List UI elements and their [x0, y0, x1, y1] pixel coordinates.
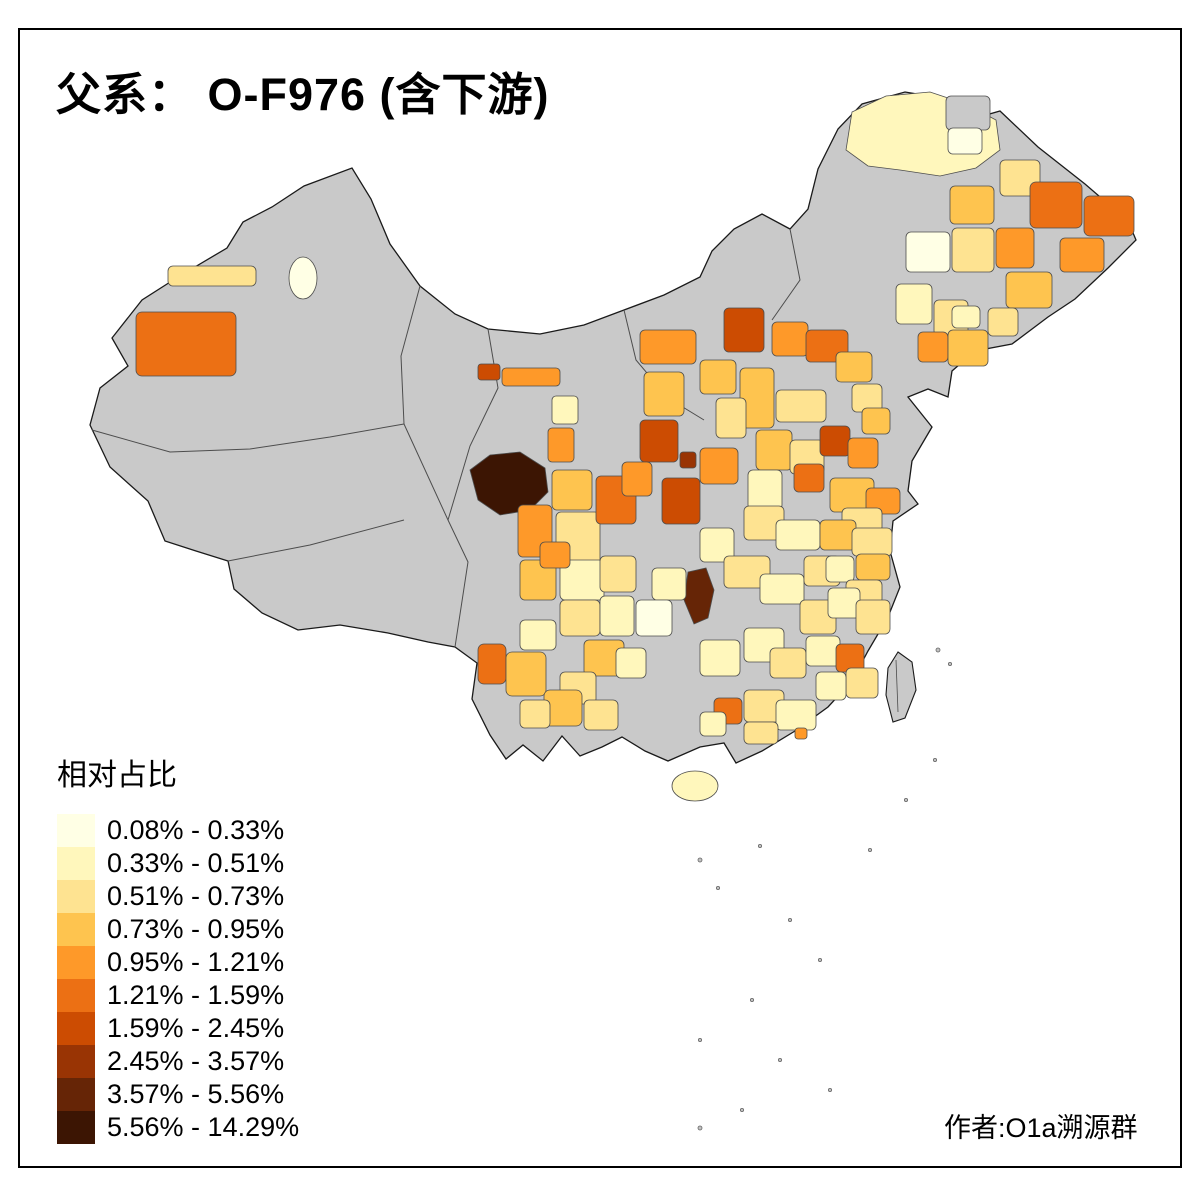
legend-swatch: [57, 1078, 95, 1111]
legend-label: 1.21% - 1.59%: [107, 980, 285, 1010]
taiwan-island: [885, 651, 917, 723]
small-islands: [697, 647, 953, 1131]
legend-item: 1.59% - 2.45%: [57, 1012, 299, 1045]
legend-item: 0.95% - 1.21%: [57, 946, 299, 979]
map-regions: [135, 91, 1135, 802]
legend-swatch: [57, 979, 95, 1012]
legend-label: 5.56% - 14.29%: [107, 1112, 300, 1142]
legend-label: 0.33% - 0.51%: [107, 848, 285, 878]
plot-title: 父系： O-F976 (含下游): [56, 69, 550, 120]
legend-label: 3.57% - 5.56%: [107, 1079, 285, 1109]
author-credit: 作者:O1a溯源群: [944, 1113, 1138, 1143]
legend-swatch: [57, 1111, 95, 1144]
legend-list: 0.08% - 0.33% 0.33% - 0.51% 0.51% - 0.73% 0…: [57, 814, 299, 1144]
legend-swatch: [57, 1012, 95, 1045]
legend-swatch: [57, 880, 95, 913]
legend-label: 0.73% - 0.95%: [107, 914, 285, 944]
legend-item: 2.45% - 3.57%: [57, 1045, 299, 1078]
legend-item: 0.08% - 0.33%: [57, 814, 299, 847]
legend-item: 1.21% - 1.59%: [57, 979, 299, 1012]
legend: 相对占比 0.08% - 0.33% 0.33% - 0.51% 0.51% - 0…: [57, 750, 299, 1144]
legend-item: 0.73% - 0.95%: [57, 913, 299, 946]
legend-label: 1.59% - 2.45%: [107, 1013, 285, 1043]
legend-item: 3.57% - 5.56%: [57, 1078, 299, 1111]
legend-label: 0.95% - 1.21%: [107, 947, 285, 977]
legend-label: 0.51% - 0.73%: [107, 881, 285, 911]
legend-label: 2.45% - 3.57%: [107, 1046, 285, 1076]
legend-swatch: [57, 1045, 95, 1078]
legend-swatch: [57, 847, 95, 880]
legend-swatch: [57, 913, 95, 946]
legend-swatch: [57, 946, 95, 979]
legend-swatch: [57, 814, 95, 847]
legend-item: 0.51% - 0.73%: [57, 880, 299, 913]
legend-title: 相对占比: [57, 759, 177, 792]
legend-item: 0.33% - 0.51%: [57, 847, 299, 880]
legend-item: 5.56% - 14.29%: [57, 1111, 299, 1144]
legend-label: 0.08% - 0.33%: [107, 815, 285, 845]
